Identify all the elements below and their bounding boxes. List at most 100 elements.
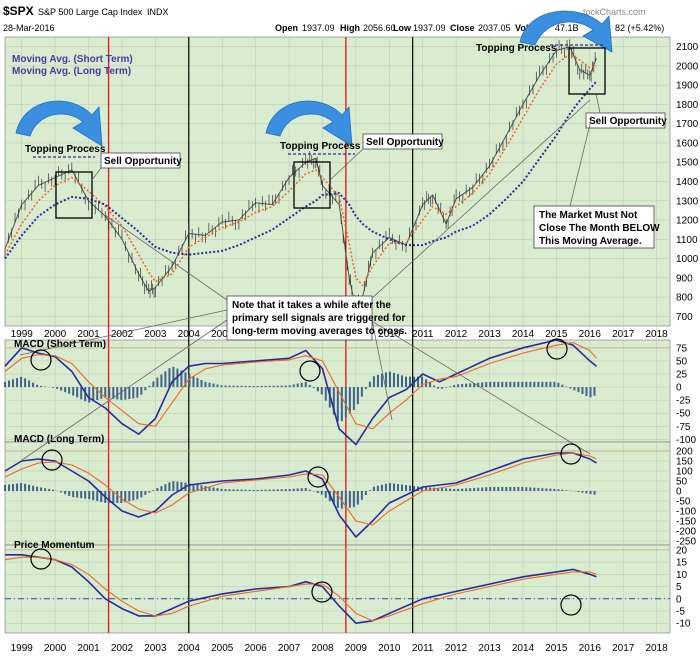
histogram-bar: [304, 381, 307, 388]
histogram-bar: [228, 385, 231, 388]
histogram-bar: [445, 387, 448, 388]
y-tick-label: 15: [676, 558, 688, 569]
series-macd-short-signal: [4, 342, 597, 430]
histogram-bar: [260, 385, 263, 388]
x-tick-label: 2010: [378, 329, 401, 340]
histogram-bar: [4, 485, 6, 491]
histogram-bar: [232, 489, 235, 491]
histogram-bar: [485, 487, 488, 491]
sell-opportunity-box: [585, 112, 666, 129]
x-tick-label: 2004: [178, 643, 201, 654]
histogram-bar: [8, 380, 11, 388]
high-value: 2056.60: [363, 23, 396, 33]
histogram-bar: [216, 488, 219, 491]
histogram-bar: [68, 387, 71, 394]
histogram-bar: [421, 376, 424, 388]
macd-short-title: MACD (Short Term): [14, 339, 106, 350]
histogram-bar: [12, 379, 15, 388]
y-tick-label: 1100: [676, 235, 698, 246]
histogram-bar: [100, 491, 103, 503]
topping-box: [568, 47, 606, 95]
histogram-bar: [156, 488, 159, 491]
histogram-bar: [525, 381, 528, 388]
histogram-bar: [36, 486, 39, 491]
y-tick-label: 1400: [676, 177, 699, 188]
histogram-bar: [220, 385, 223, 388]
histogram-bar: [561, 489, 564, 491]
histogram-bar: [533, 381, 536, 388]
histogram-bar: [176, 481, 179, 491]
sell-opportunity-label: Sell Opportunity: [104, 156, 182, 167]
y-tick-label: 0: [676, 594, 682, 605]
y-tick-label: -200: [676, 527, 696, 538]
x-tick-label: 2000: [44, 643, 67, 654]
histogram-bar: [581, 491, 584, 493]
histogram-bar: [525, 487, 528, 491]
change-fragment: 82 (+5.42%): [615, 23, 664, 33]
histogram-bar: [400, 375, 403, 388]
topping-label-2015: Topping Process: [476, 43, 557, 54]
histogram-bar: [501, 487, 504, 491]
histogram-bar: [437, 387, 440, 389]
histogram-bar: [324, 387, 327, 401]
series-macd-long-signal: [4, 452, 597, 526]
histogram-bar: [501, 381, 504, 388]
histogram-bar: [16, 483, 19, 491]
x-tick-label: 2003: [144, 643, 167, 654]
y-tick-label: 20: [676, 545, 688, 556]
histogram-bar: [465, 488, 468, 491]
histogram-bar: [324, 491, 327, 498]
histogram-bar: [172, 366, 175, 388]
histogram-bar: [465, 383, 468, 388]
histogram-bar: [32, 485, 35, 491]
histogram-bar: [168, 368, 171, 388]
histogram-bar: [445, 488, 448, 491]
market-line-2: Close The Month BELOW: [539, 223, 660, 234]
histogram-bar: [244, 489, 247, 491]
histogram-bar: [24, 483, 27, 491]
histogram-bar: [124, 387, 127, 400]
ticker-symbol: $SPX: [3, 4, 34, 18]
curved-arrow-icon: [15, 100, 103, 147]
x-tick-label: 2014: [512, 329, 535, 340]
x-tick-label: 2017: [612, 329, 635, 340]
histogram-bar: [344, 491, 347, 509]
histogram-bar: [20, 376, 23, 388]
series-lines: [4, 39, 598, 625]
y-tick-label: 1800: [676, 100, 699, 111]
histogram-bar: [32, 382, 35, 388]
y-tick-label: 1900: [676, 81, 699, 92]
histogram-bar: [92, 491, 95, 501]
histogram-bar: [569, 387, 572, 389]
histogram-bar: [180, 370, 183, 388]
histogram-bar: [148, 385, 151, 388]
x-tick-label: 2007: [278, 643, 301, 654]
histogram-bar: [529, 487, 532, 491]
histogram-bar: [312, 387, 315, 389]
x-tick-label: 2003: [144, 329, 167, 340]
histogram-bar: [212, 383, 215, 388]
histogram-bar: [28, 484, 31, 491]
crossover-circle: [560, 443, 582, 465]
market-line-3: This Moving Average.: [539, 236, 642, 247]
histogram-bar: [276, 489, 279, 491]
histogram-bar: [264, 385, 267, 388]
histogram-bar: [577, 387, 580, 393]
x-tick-label: 2010: [378, 643, 401, 654]
histogram-bar: [396, 484, 399, 491]
sell-opportunity-label: Sell Opportunity: [366, 137, 444, 148]
histogram-bar: [236, 385, 239, 388]
histogram-bar: [160, 486, 163, 491]
x-tick-label: 2002: [111, 329, 134, 340]
histogram-bar: [204, 381, 207, 388]
histogram-bar: [260, 489, 263, 491]
histogram-bar: [80, 387, 83, 400]
histogram-bar: [449, 488, 452, 491]
histogram-bar: [136, 387, 139, 398]
histogram-bar: [304, 488, 307, 491]
y-tick-label: 2000: [676, 61, 699, 72]
histogram-bar: [593, 491, 596, 495]
histogram-bar: [593, 387, 596, 396]
histogram-bar: [140, 387, 143, 395]
